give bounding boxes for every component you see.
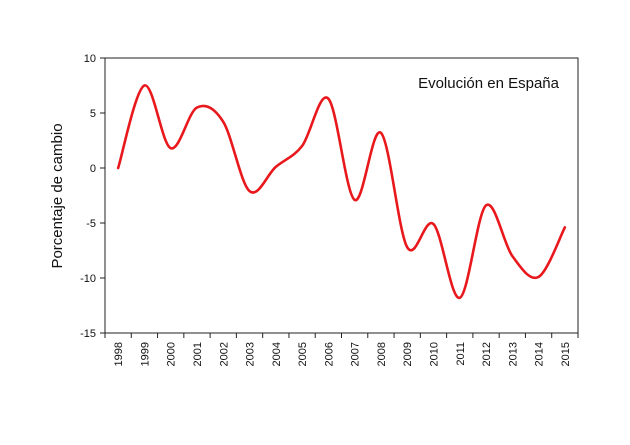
data-point <box>564 226 566 228</box>
data-point <box>485 204 487 206</box>
y-tick-label: -15 <box>80 328 96 340</box>
data-point <box>380 132 382 134</box>
x-tick-label: 2000 <box>166 342 178 366</box>
data-point <box>432 223 434 225</box>
x-tick-label: 2015 <box>560 342 572 366</box>
x-axis-ticks: 1998 1999 2000 2001 2002 2003 2004 2005 2006 2007… <box>104 333 579 366</box>
y-axis-ticks: 10 5 0 -5 -10 -15 <box>80 53 105 340</box>
x-tick-label: 2006 <box>323 342 335 366</box>
x-tick-label: 2008 <box>376 342 388 366</box>
y-tick-label: -10 <box>80 273 96 285</box>
x-tick-label: 2002 <box>218 342 230 366</box>
x-tick-label: 1998 <box>113 342 125 366</box>
x-tick-label: 2013 <box>507 342 519 366</box>
data-point <box>353 199 355 201</box>
x-tick-label: 2014 <box>534 342 546 366</box>
data-point <box>511 255 513 257</box>
x-tick-label: 2004 <box>271 342 283 366</box>
y-axis-title: Porcentaje de cambio <box>49 123 66 268</box>
data-point <box>143 84 145 86</box>
data-point <box>222 121 224 123</box>
data-point <box>169 147 171 149</box>
y-tick-label: -5 <box>86 218 96 230</box>
series-group <box>116 84 567 300</box>
x-tick-label: 2001 <box>192 342 204 366</box>
plot-frame <box>104 57 579 334</box>
x-tick-label: 2005 <box>297 342 309 366</box>
data-point <box>248 190 250 192</box>
x-tick-label: 2011 <box>455 342 467 366</box>
x-tick-label: 2012 <box>481 342 493 366</box>
legend-label: Evolución en España <box>418 75 560 92</box>
x-tick-label: 2003 <box>245 342 257 366</box>
y-tick-label: 5 <box>90 108 96 120</box>
data-point <box>537 276 539 278</box>
chart-axes <box>104 57 579 334</box>
data-point <box>301 145 303 147</box>
x-tick-label: 1999 <box>139 342 151 366</box>
series-line <box>116 84 567 300</box>
y-tick-label: 0 <box>90 163 96 175</box>
data-point <box>275 166 277 168</box>
x-tick-label: 2010 <box>428 342 440 366</box>
data-point <box>327 98 329 100</box>
x-tick-label: 2009 <box>402 342 414 366</box>
data-point <box>459 297 461 299</box>
x-tick-label: 2007 <box>350 342 362 366</box>
data-point <box>117 167 119 169</box>
y-tick-label: 10 <box>84 53 96 65</box>
data-point <box>196 106 198 108</box>
data-point <box>406 246 408 248</box>
